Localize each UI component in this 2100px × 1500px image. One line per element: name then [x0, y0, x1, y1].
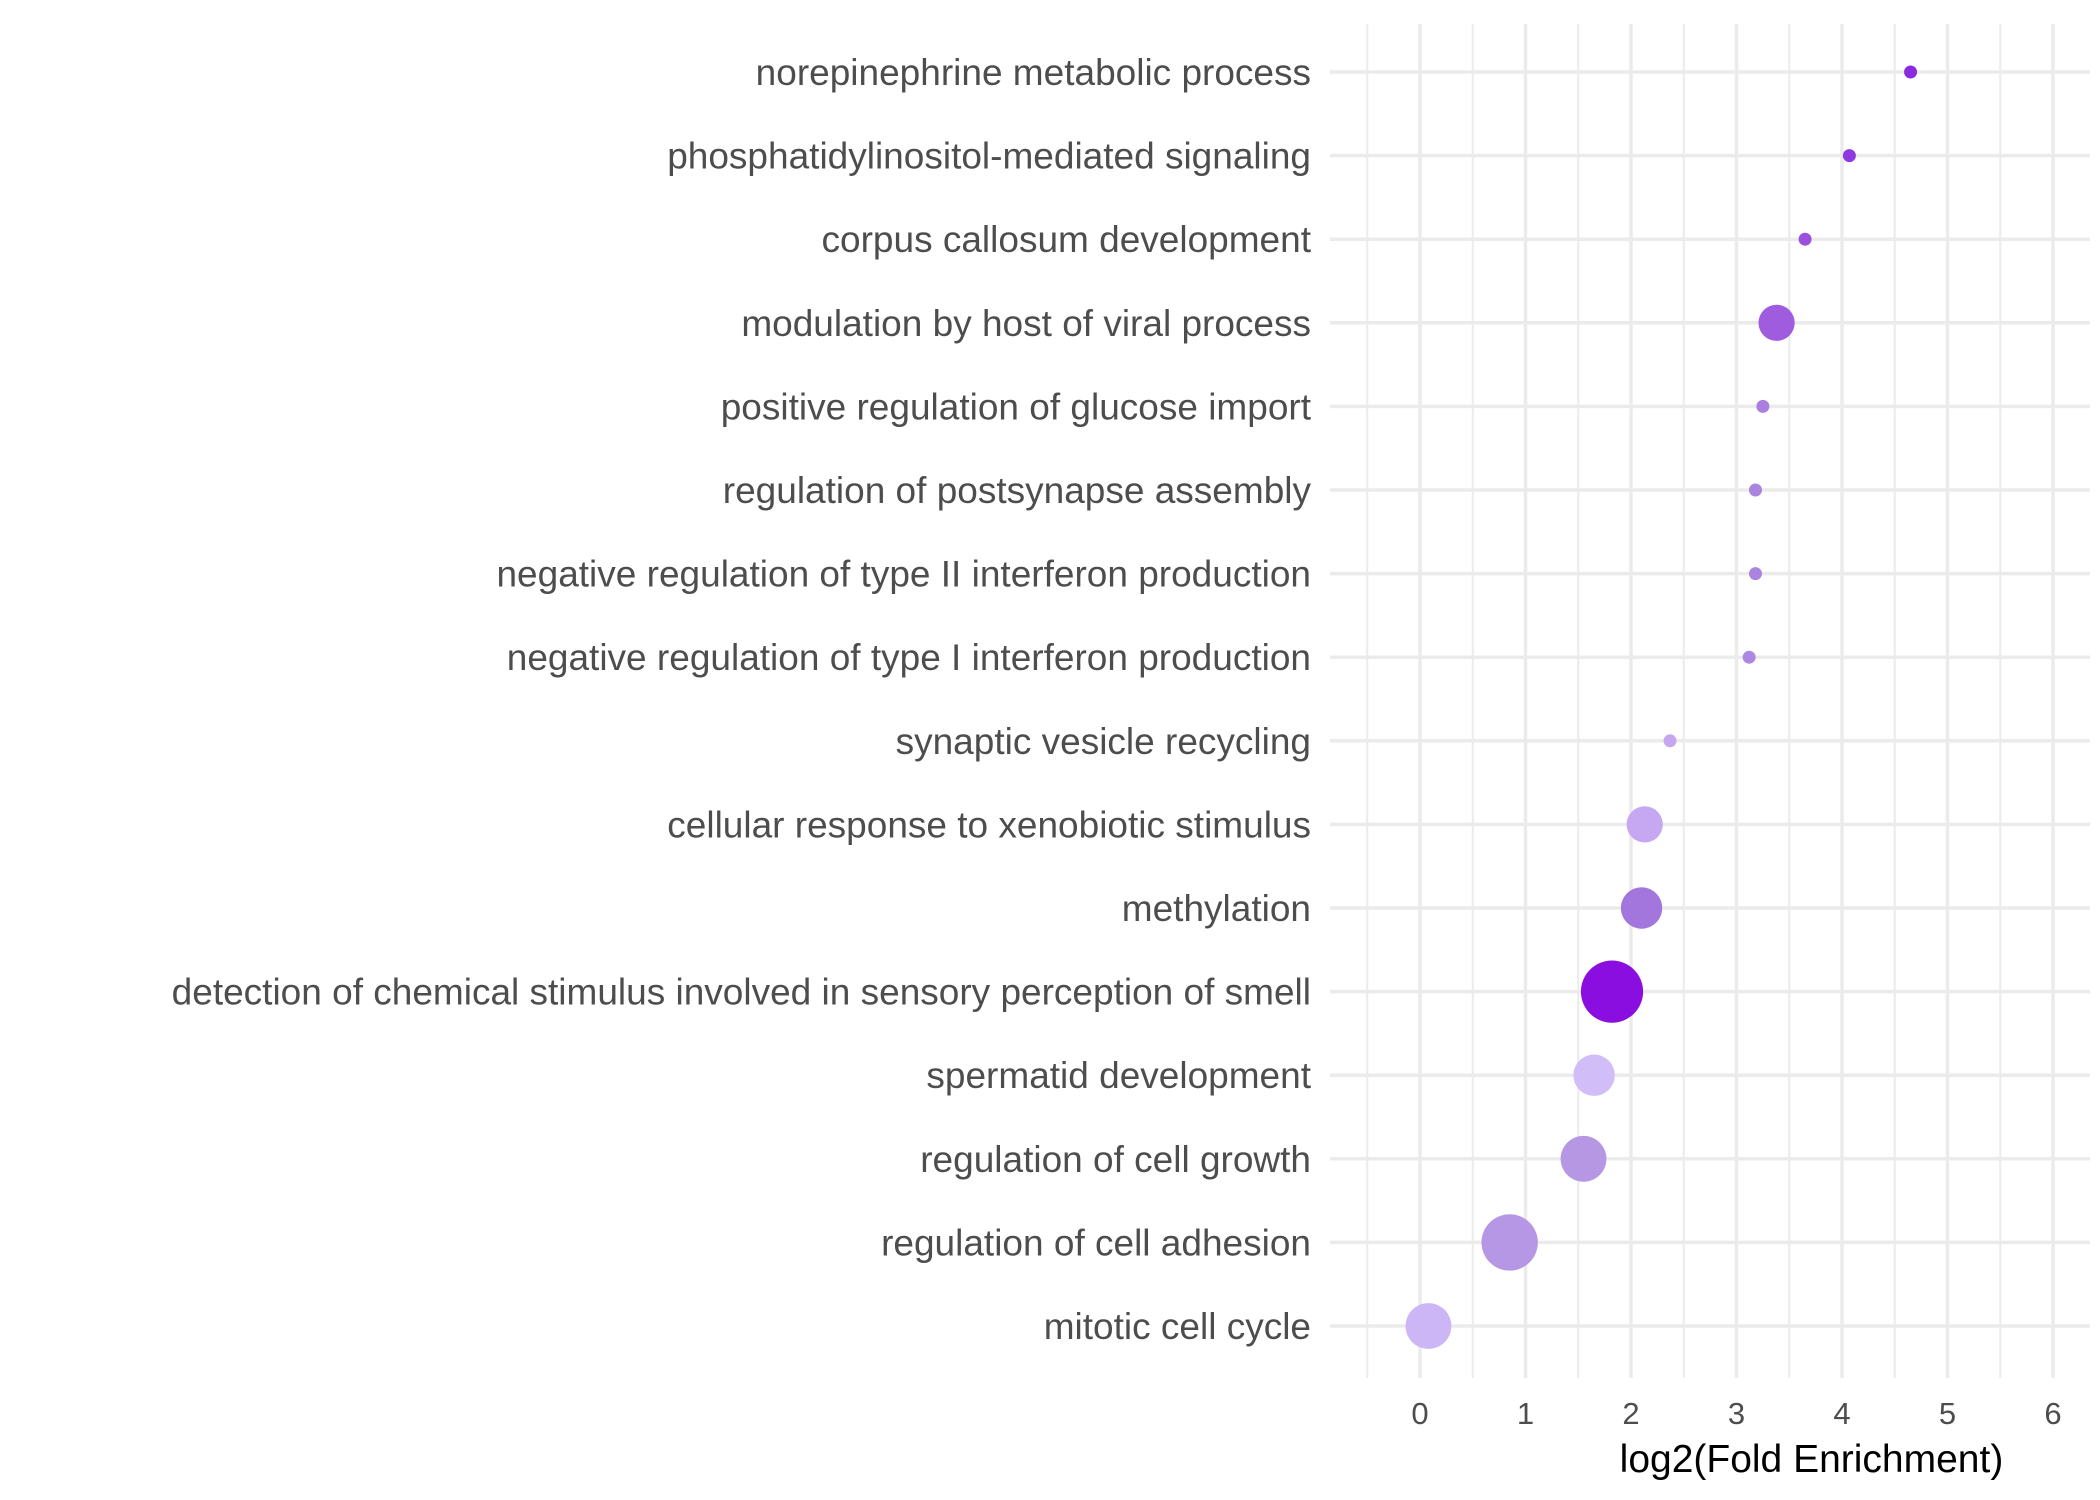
x-tick-labels: 0 1 2 3 4 5 6: [1411, 1396, 2061, 1431]
data-point: [1573, 1054, 1615, 1096]
x-axis-title: log2(Fold Enrichment): [1620, 1438, 2004, 1481]
data-point: [1756, 399, 1770, 413]
category-label: spermatid development: [926, 1055, 1311, 1096]
data-point: [1798, 232, 1812, 246]
category-label: mitotic cell cycle: [1044, 1306, 1311, 1347]
category-label: phosphatidylinositol-mediated signaling: [667, 136, 1311, 177]
x-tick-label: 1: [1517, 1396, 1534, 1431]
data-point: [1560, 1135, 1607, 1182]
data-point: [1748, 483, 1762, 497]
data-point: [1748, 567, 1762, 581]
data-point: [1626, 806, 1663, 843]
category-label: regulation of cell growth: [920, 1139, 1311, 1180]
category-label: cellular response to xenobiotic stimulus: [667, 804, 1311, 845]
data-point: [1405, 1303, 1452, 1349]
data-point: [1904, 65, 1918, 79]
category-label: detection of chemical stimulus involved …: [172, 972, 1311, 1013]
category-label: modulation by host of viral process: [741, 303, 1311, 344]
category-label: positive regulation of glucose import: [721, 386, 1312, 427]
x-tick-label: 3: [1728, 1396, 1745, 1431]
x-tick-label: 0: [1411, 1396, 1428, 1431]
data-point: [1620, 887, 1663, 929]
x-tick-label: 2: [1622, 1396, 1639, 1431]
x-tick-label: 4: [1833, 1396, 1850, 1431]
data-point: [1481, 1214, 1538, 1271]
data-point: [1842, 149, 1856, 163]
category-label: synaptic vesicle recycling: [896, 721, 1311, 762]
category-label: negative regulation of type II interfero…: [496, 554, 1311, 595]
category-label: regulation of postsynapse assembly: [723, 470, 1312, 511]
category-labels: norepinephrine metabolic process phosphat…: [172, 52, 1312, 1347]
data-points: [1405, 65, 1918, 1349]
category-label: methylation: [1122, 888, 1311, 929]
category-label: regulation of cell adhesion: [881, 1222, 1311, 1263]
category-label: negative regulation of type I interferon…: [507, 637, 1311, 678]
data-point: [1663, 734, 1677, 748]
x-tick-label: 5: [1939, 1396, 1956, 1431]
category-label: norepinephrine metabolic process: [756, 52, 1311, 93]
data-point: [1580, 960, 1644, 1023]
data-point: [1758, 304, 1795, 341]
category-label: corpus callosum development: [822, 219, 1312, 260]
minor-gridlines: [1366, 24, 2002, 1378]
major-gridlines: [1330, 24, 2090, 1378]
x-tick-label: 6: [2044, 1396, 2061, 1431]
data-point: [1742, 650, 1756, 664]
